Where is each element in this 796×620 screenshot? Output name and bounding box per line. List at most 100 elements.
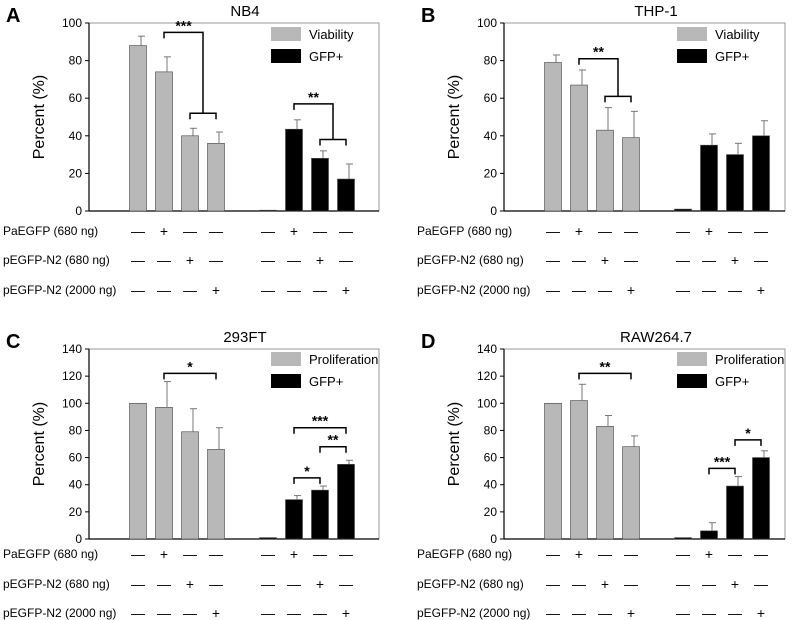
condition-minus: —: [339, 252, 353, 268]
bar-viability-3: [596, 426, 614, 540]
significance-label: **: [328, 432, 339, 448]
bar-gfp-2: [700, 530, 718, 540]
condition-minus: —: [598, 546, 612, 562]
significance-label: *: [187, 358, 193, 374]
condition-minus: —: [287, 252, 301, 268]
bar-viability-4: [622, 446, 640, 540]
condition-minus: —: [131, 546, 145, 562]
condition-minus: —: [624, 223, 638, 239]
condition-minus: —: [676, 282, 690, 298]
bar-gfp-1: [674, 208, 692, 212]
bar-gfp-1: [259, 209, 277, 212]
bar-viability-2: [570, 84, 588, 212]
condition-plus: +: [757, 605, 765, 620]
condition-minus: —: [598, 223, 612, 239]
legend-swatch-viability: [677, 352, 707, 366]
legend-label-gfp: GFP+: [715, 49, 749, 64]
bar-viability-1: [129, 402, 147, 540]
condition-minus: —: [313, 605, 327, 620]
condition-minus: —: [157, 252, 171, 268]
significance-bracket: [293, 426, 347, 434]
significance-bracket: [163, 31, 204, 114]
condition-plus: +: [212, 605, 220, 620]
y-tick-label: 60: [484, 451, 498, 465]
condition-plus: +: [290, 546, 298, 562]
condition-plus: +: [601, 576, 609, 592]
y-tick-label: 0: [75, 204, 82, 218]
bar-viability-4: [207, 143, 225, 212]
y-tick-label: 40: [484, 478, 498, 492]
y-tick-label: 40: [484, 129, 498, 143]
chart-title: 293FT: [223, 329, 266, 346]
condition-minus: —: [157, 576, 171, 592]
condition-minus: —: [754, 576, 768, 592]
y-tick-label: 20: [69, 505, 83, 519]
y-tick-label: 80: [69, 423, 83, 437]
chart-title: THP-1: [634, 3, 677, 20]
condition-minus: —: [339, 576, 353, 592]
y-tick-label: 0: [75, 532, 82, 546]
condition-minus: —: [546, 282, 560, 298]
condition-minus: —: [131, 605, 145, 620]
y-tick-label: 60: [69, 91, 83, 105]
condition-row-label: PaEGFP (680 ng): [3, 224, 98, 238]
condition-minus: —: [728, 605, 742, 620]
condition-minus: —: [572, 252, 586, 268]
condition-minus: —: [676, 252, 690, 268]
condition-minus: —: [546, 576, 560, 592]
significance-bracket: [163, 372, 217, 380]
condition-minus: —: [624, 252, 638, 268]
condition-minus: —: [261, 576, 275, 592]
condition-minus: —: [598, 605, 612, 620]
condition-plus: +: [731, 252, 739, 268]
condition-minus: —: [546, 223, 560, 239]
condition-plus: +: [627, 282, 635, 298]
significance-label: **: [308, 89, 319, 105]
condition-minus: —: [676, 223, 690, 239]
legend-swatch-gfp: [271, 374, 301, 388]
y-tick-label: 80: [484, 54, 498, 68]
bar-viability-1: [129, 45, 147, 212]
bar-gfp-1: [674, 537, 692, 540]
bar-gfp-4: [752, 457, 770, 540]
condition-plus: +: [160, 223, 168, 239]
condition-minus: —: [702, 282, 716, 298]
condition-plus: +: [342, 605, 350, 620]
significance-bracket: [293, 103, 334, 140]
condition-minus: —: [131, 223, 145, 239]
y-tick-label: 100: [62, 16, 82, 30]
bar-viability-4: [622, 137, 640, 212]
bar-viability-3: [596, 129, 614, 212]
y-axis-label: Percent (%): [446, 402, 463, 486]
significance-label: *: [304, 463, 310, 479]
condition-minus: —: [131, 282, 145, 298]
y-tick-label: 0: [490, 204, 497, 218]
y-tick-label: 100: [477, 16, 497, 30]
condition-row-label: PaEGFP (680 ng): [417, 224, 512, 238]
panel-B: B THP-1 Percent (%) 0 20 40 60 80 100 ** Viability…: [417, 3, 786, 298]
legend-label-viability: Proliferation: [715, 352, 784, 367]
condition-minus: —: [183, 282, 197, 298]
y-axis-label: Percent (%): [446, 75, 463, 159]
condition-plus: +: [575, 546, 583, 562]
y-tick-label: 40: [69, 478, 83, 492]
bar-viability-4: [207, 449, 225, 540]
y-tick-label: 0: [490, 532, 497, 546]
significance-bracket: [734, 439, 762, 446]
bar-viability-3: [181, 431, 199, 540]
bar-gfp-4: [337, 178, 355, 212]
condition-minus: —: [261, 223, 275, 239]
condition-row-label: PaEGFP (680 ng): [417, 547, 512, 561]
condition-minus: —: [598, 282, 612, 298]
bar-viability-2: [155, 71, 173, 212]
condition-minus: —: [728, 282, 742, 298]
bar-viability-2: [570, 400, 588, 540]
bar-gfp-3: [311, 489, 329, 540]
condition-minus: —: [183, 546, 197, 562]
legend-swatch-gfp: [677, 49, 707, 63]
significance-bracket: [708, 467, 736, 475]
condition-minus: —: [131, 252, 145, 268]
significance-bracket: [578, 57, 619, 97]
legend-label-viability: Proliferation: [309, 352, 378, 367]
condition-row-label: pEGFP-N2 (2000 ng): [3, 606, 116, 620]
